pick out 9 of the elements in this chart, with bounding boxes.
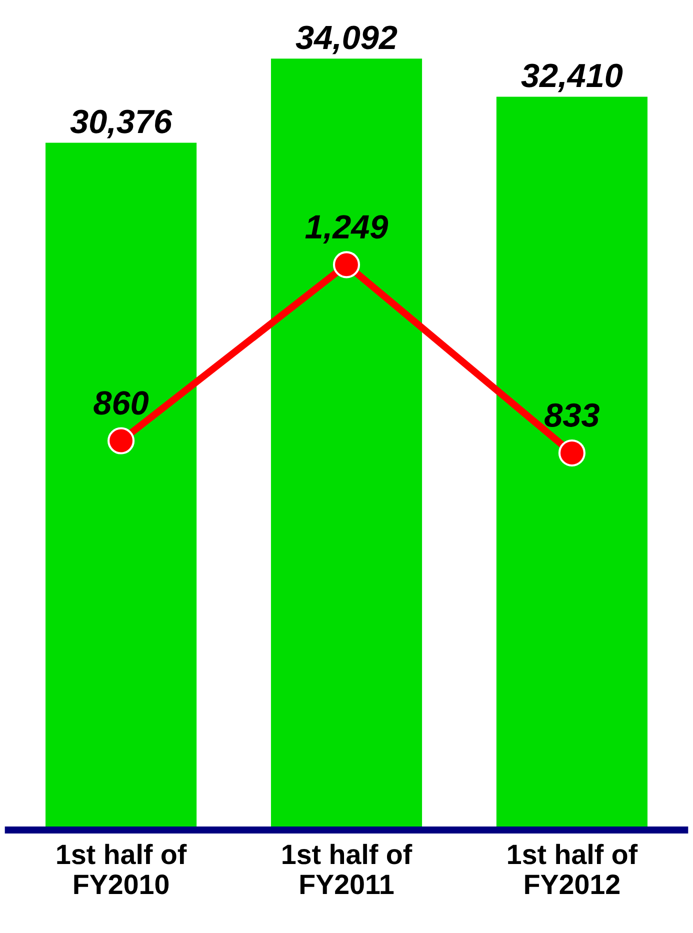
data-label: 34,092	[296, 26, 398, 54]
x-tick-label: 1st half of FY2011	[282, 844, 412, 894]
x-tick-label: 1st half of FY2010	[57, 844, 187, 894]
data-label: 1,249	[305, 215, 388, 244]
data-label: 860	[94, 391, 149, 415]
x-tick-label: 1st half of FY2012	[508, 844, 638, 894]
data-label: 833	[544, 403, 600, 427]
data-label: 30,376	[70, 110, 172, 138]
data-label: 32,410	[521, 64, 623, 92]
